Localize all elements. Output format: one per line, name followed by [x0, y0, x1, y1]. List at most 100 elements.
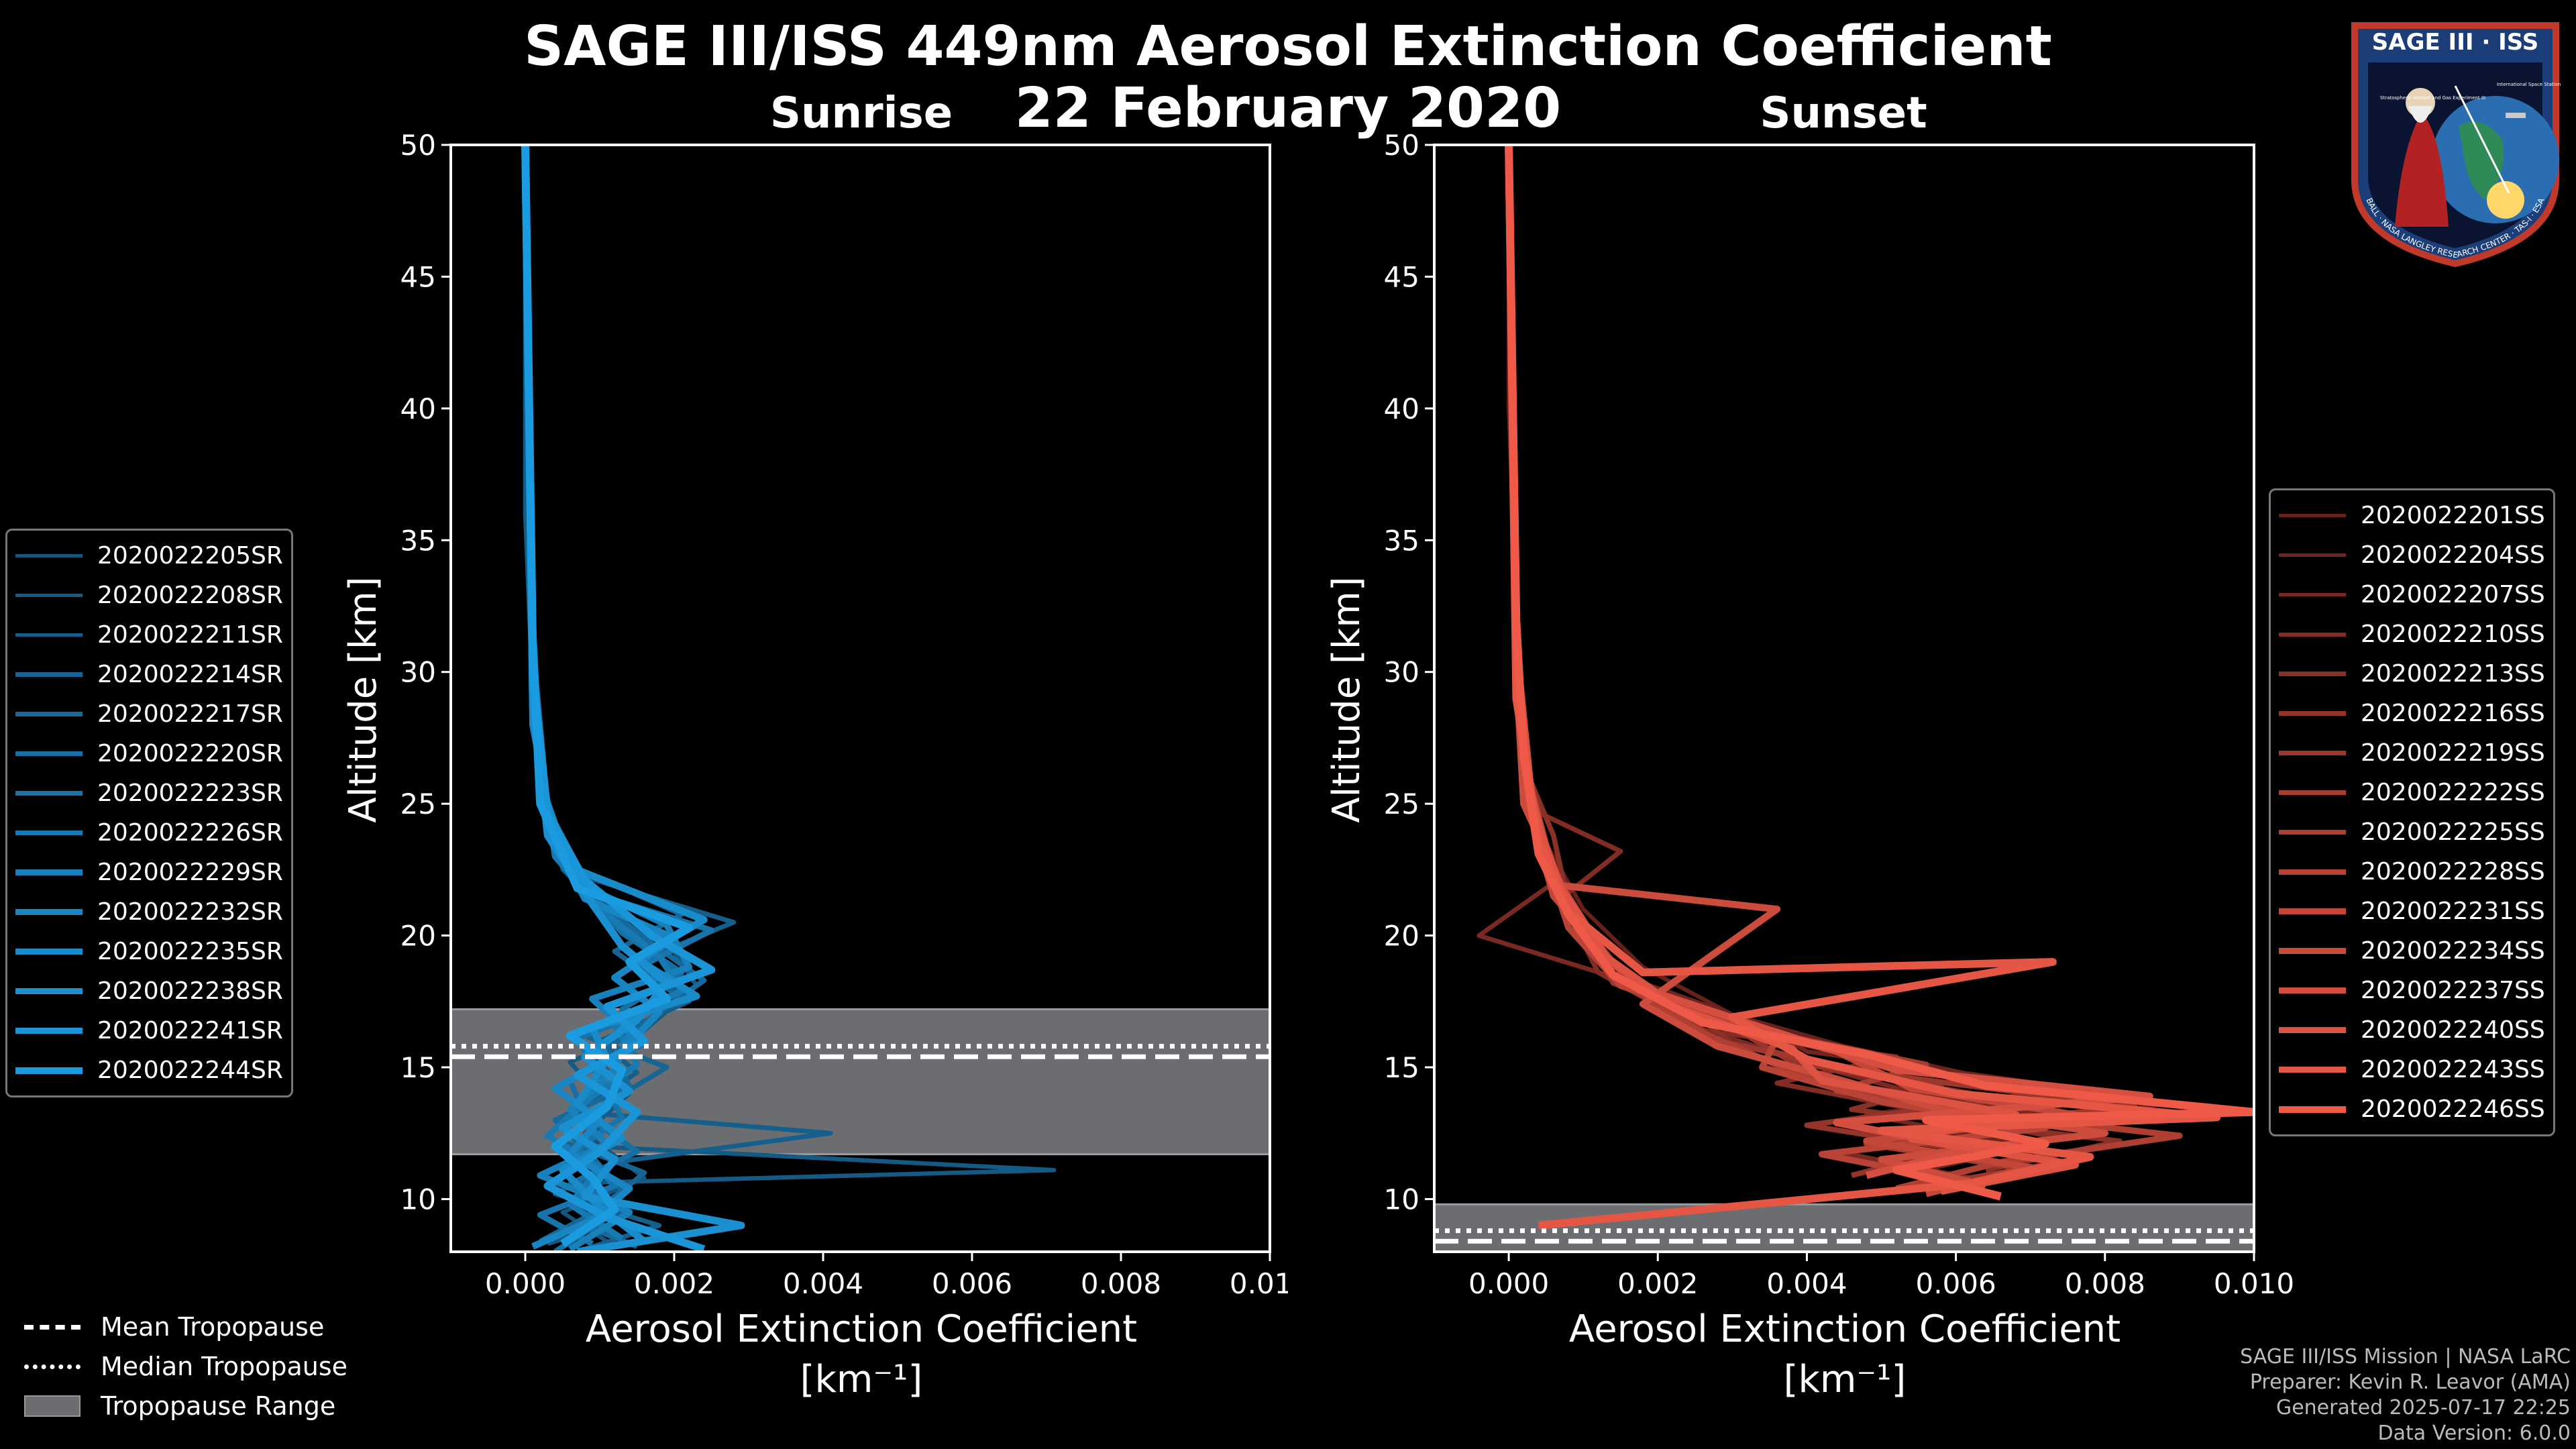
sunrise-legend-swatch [15, 712, 83, 716]
sunset-legend-label: 2020022216SS [2361, 700, 2545, 727]
logo-name: SAGE III · ISS [2372, 29, 2538, 56]
sunset-legend-swatch [2279, 632, 2346, 637]
sunset-x-tick-label: 0.002 [1617, 1267, 1698, 1300]
sunset-legend-item: 2020022228SS [2279, 852, 2545, 892]
sunrise-legend-item: 2020022232SR [15, 892, 283, 932]
sunset-legend: 2020022201SS 2020022204SS 2020022207SS 2020… [2269, 488, 2555, 1136]
sunrise-y-tick-label: 35 [400, 524, 436, 557]
credits-line-3: Generated 2025-07-17 22:25 [2275, 1396, 2571, 1419]
sunrise-legend-label: 2020022226SR [97, 819, 283, 847]
sunset-legend-swatch [2279, 829, 2346, 835]
sunset-legend-swatch [2279, 1106, 2346, 1113]
sunset-legend-item: 2020022237SS [2279, 971, 2545, 1010]
sunset-series-line-2020022237SS [1505, 145, 2153, 1179]
sunrise-legend-swatch [15, 987, 83, 995]
sunrise-x-tick-label: 0.002 [634, 1267, 714, 1300]
sunrise-legend: 2020022205SR 2020022208SR 2020022211SR 2020… [5, 529, 293, 1097]
sunrise-legend-item: 2020022217SR [15, 694, 283, 734]
sunrise-legend-label: 2020022220SR [97, 740, 283, 767]
sunrise-legend-label: 2020022235SR [97, 938, 283, 965]
sunrise-legend-label: 2020022238SR [97, 977, 283, 1005]
sunrise-y-tick-label: 15 [400, 1051, 436, 1084]
sunrise-y-tick-label: 40 [400, 392, 436, 425]
sunrise-legend-item: 2020022220SR [15, 734, 283, 773]
sunset-axes-frame [1433, 144, 2255, 1253]
sunrise-legend-label: 2020022205SR [97, 542, 283, 570]
sunset-series-line-2020022204SS [1506, 145, 2078, 1175]
sunrise-legend-swatch [15, 751, 83, 756]
sunset-y-tick-label: 25 [1384, 788, 1419, 820]
sunset-legend-label: 2020022210SS [2361, 621, 2545, 648]
sunset-legend-swatch [2279, 987, 2346, 994]
sunset-legend-item: 2020022222SS [2279, 773, 2545, 812]
sunset-legend-swatch [2279, 672, 2346, 676]
sunset-legend-label: 2020022234SS [2361, 937, 2545, 965]
sunset-legend-item: 2020022204SS [2279, 535, 2545, 575]
sunset-legend-item: 2020022201SS [2279, 496, 2545, 535]
sunrise-legend-label: 2020022208SR [97, 582, 283, 609]
sunset-legend-swatch [2279, 592, 2346, 597]
logo-tagline-1: Stratospheric Aerosol and Gas Experiment… [2380, 95, 2485, 101]
sunset-legend-label: 2020022213SS [2361, 660, 2545, 688]
mission-patch-icon: Stratospheric Aerosol and Gas Experiment… [2351, 22, 2561, 268]
sunset-x-tick-label: 0.006 [1916, 1267, 1996, 1300]
sunrise-legend-label: 2020022217SR [97, 700, 283, 728]
credits: SAGE III/ISS Mission | NASA LaRC Prepare… [2240, 1344, 2571, 1446]
sunset-y-tick-label: 35 [1384, 524, 1419, 557]
sunset-legend-item: 2020022219SS [2279, 733, 2545, 773]
sunrise-x-axis-unit: [km⁻¹] [800, 1358, 923, 1401]
sunset-legend-swatch [2279, 711, 2346, 716]
sunset-tropopause-range-band [1434, 1203, 2254, 1252]
sunset-legend-swatch [2279, 948, 2346, 954]
sunrise-legend-item: 2020022241SR [15, 1011, 283, 1051]
sunrise-legend-swatch [15, 830, 83, 836]
sunset-legend-label: 2020022228SS [2361, 858, 2545, 885]
sunrise-legend-swatch [15, 909, 83, 915]
sunset-legend-item: 2020022240SS [2279, 1010, 2545, 1050]
sunset-x-tick-label: 0.010 [2214, 1267, 2294, 1300]
sunset-x-tick-label: 0.008 [2065, 1267, 2145, 1300]
sunset-legend-item: 2020022207SS [2279, 575, 2545, 614]
sunset-series-line-2020022234SS [1505, 145, 2109, 1189]
sunset-legend-swatch [2279, 514, 2346, 517]
sunset-x-axis-label: Aerosol Extinction Coefficient [1569, 1307, 2121, 1351]
sunrise-legend-label: 2020022229SR [97, 859, 283, 886]
sunset-panel-title: Sunset [1760, 89, 1927, 138]
sunrise-legend-item: 2020022235SR [15, 932, 283, 971]
sunset-y-tick-label: 30 [1384, 656, 1419, 689]
sage-iii-iss-mission-logo: Stratospheric Aerosol and Gas Experiment… [2341, 12, 2569, 268]
sunset-legend-item: 2020022210SS [2279, 614, 2545, 654]
sunrise-x-tick-label: 0.004 [783, 1267, 863, 1300]
sunrise-legend-item: 2020022208SR [15, 576, 283, 615]
sunset-y-tick-label: 10 [1384, 1183, 1419, 1216]
sunrise-panel-title: Sunrise [769, 89, 953, 138]
sunset-y-tick-label: 45 [1384, 260, 1419, 293]
sunrise-legend-item: 2020022205SR [15, 536, 283, 576]
figure-title-line1: SAGE III/ISS 449nm Aerosol Extinction Co… [524, 15, 2052, 78]
sunset-legend-label: 2020022207SS [2361, 581, 2545, 608]
sunset-legend-item: 2020022213SS [2279, 654, 2545, 694]
sunrise-x-tick-label: 0.006 [932, 1267, 1012, 1300]
sunrise-legend-swatch [15, 790, 83, 796]
sunset-legend-item: 2020022231SS [2279, 892, 2545, 931]
sunset-legend-swatch [2279, 790, 2346, 796]
credits-line-4: Data Version: 6.0.0 [2377, 1421, 2571, 1445]
sunrise-legend-label: 2020022214SR [97, 661, 283, 688]
sunset-legend-label: 2020022225SS [2361, 818, 2545, 846]
sunset-legend-label: 2020022201SS [2361, 502, 2545, 529]
sunset-legend-label: 2020022219SS [2361, 739, 2545, 767]
sunset-series-line-2020022207SS [1477, 145, 2092, 1181]
sunset-legend-swatch [2279, 751, 2346, 755]
sunrise-legend-swatch [15, 554, 83, 557]
sunset-x-tick-label: 0.000 [1468, 1267, 1549, 1300]
sunset-x-axis-unit: [km⁻¹] [1784, 1358, 1907, 1401]
legend-tropopause-range: Tropopause Range [24, 1386, 347, 1426]
legend-tropopause-range-label: Tropopause Range [101, 1391, 336, 1421]
sunrise-legend-item: 2020022244SR [15, 1051, 283, 1090]
sunset-legend-swatch [2279, 553, 2346, 557]
sunrise-axes-frame [449, 144, 1271, 1253]
sunrise-y-tick-label: 30 [400, 656, 436, 689]
sunrise-legend-item: 2020022226SR [15, 813, 283, 853]
sunset-series-line-2020022246SS [1505, 145, 2254, 1201]
credits-line-2: Preparer: Kevin R. Leavor (AMA) [2249, 1371, 2571, 1394]
